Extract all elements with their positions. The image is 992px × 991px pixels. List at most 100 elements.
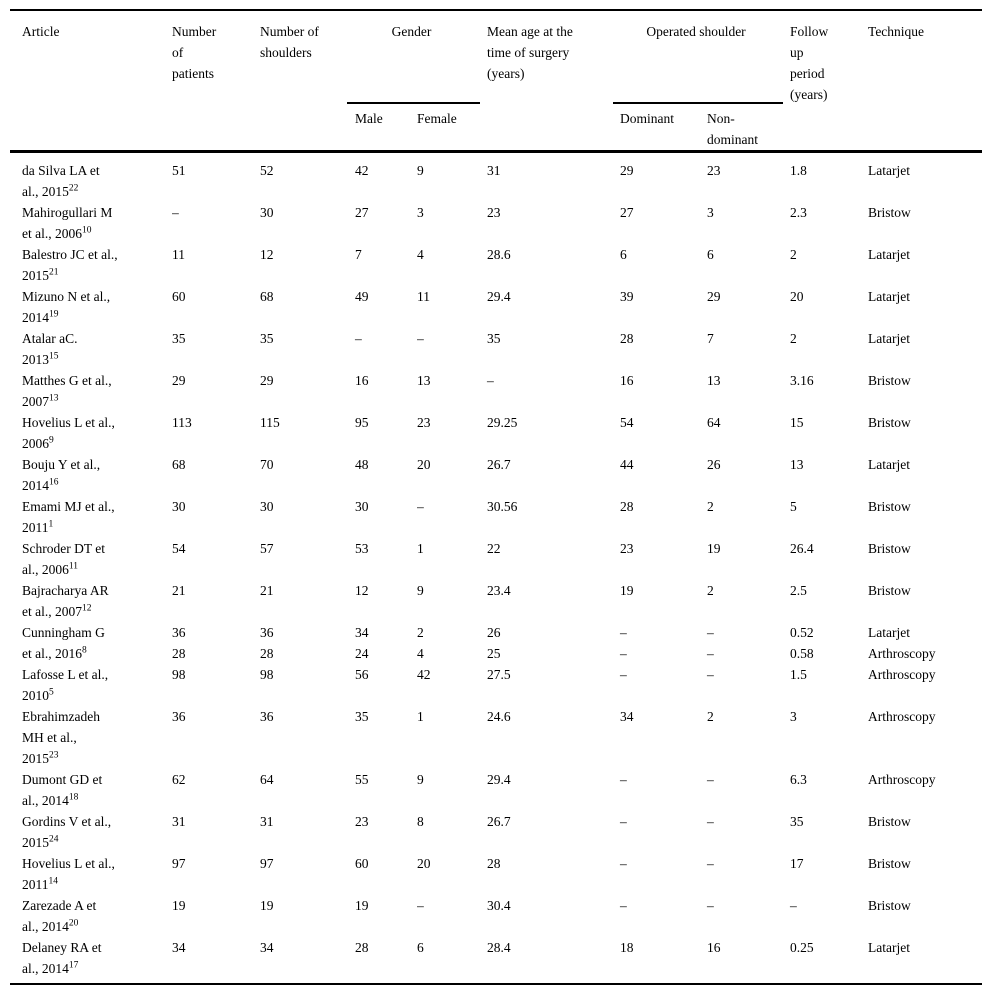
cell-male: 23 xyxy=(355,814,369,829)
cell-non-dominant: – xyxy=(707,856,714,871)
reference-superscript: 23 xyxy=(49,750,59,761)
cell-dominant: – xyxy=(620,856,627,871)
cell-female: – xyxy=(417,499,424,514)
article-text: Bouju Y et al., 2014 xyxy=(22,457,101,493)
cell-dominant: 19 xyxy=(620,583,634,598)
cell-patients: 35 xyxy=(172,331,186,346)
cell-follow-up: 6.3 xyxy=(790,772,807,787)
cell-shoulders: 97 xyxy=(260,856,274,871)
cell-shoulders: 115 xyxy=(260,415,280,430)
article-text: Ebrahimzadeh MH et al., 2015 xyxy=(22,709,100,766)
cell-article: Hovelius L et al., 20069 xyxy=(10,412,172,454)
cell-male: 49 xyxy=(355,289,369,304)
article-text: Balestro JC et al., 2015 xyxy=(22,247,118,283)
cell-mean-age: 29.4 xyxy=(487,289,511,304)
reference-superscript: 16 xyxy=(49,477,59,488)
cell-patients: 68 xyxy=(172,457,186,472)
cell-mean-age: 29.25 xyxy=(487,415,518,430)
cell-mean-age: 26 25 xyxy=(487,625,501,661)
cell-non-dominant: – – xyxy=(707,625,714,661)
cell-female: – xyxy=(417,898,424,913)
reference-superscript: 12 xyxy=(82,603,92,614)
col-header-mean-age: Mean age at the time of surgery (years) xyxy=(480,10,614,153)
cell-technique: Bristow xyxy=(868,415,911,430)
cell-dominant: 34 xyxy=(620,709,634,724)
cell-shoulders: 21 xyxy=(260,583,274,598)
cell-mean-age: 28 xyxy=(487,856,501,871)
table-row: Gordins V et al., 201524 31 31 23 8 26.7– –35 B… xyxy=(10,811,982,853)
cell-technique: Bristow xyxy=(868,373,911,388)
cell-non-dominant: 26 xyxy=(707,457,721,472)
cell-shoulders: 36 xyxy=(260,709,274,724)
header-row-top: Article Number of patients Number of sho… xyxy=(10,10,983,153)
cell-follow-up: 0.52 0.58 xyxy=(790,625,814,661)
table-row: Emami MJ et al., 20111 30 30 30–30.56 28 2 5 Br… xyxy=(10,496,982,538)
cell-article: Lafosse L et al., 20105 xyxy=(10,664,172,706)
cell-article: Mizuno N et al., 201419 xyxy=(10,286,172,328)
cell-mean-age: 28.4 xyxy=(487,940,511,955)
reference-superscript: 22 xyxy=(68,183,79,194)
table-row: Zarezade A et al., 201420 19 19 19–30.4– – – B… xyxy=(10,895,982,937)
cell-patients: 21 xyxy=(172,583,186,598)
cell-dominant: 18 xyxy=(620,940,634,955)
reference-superscript: 24 xyxy=(49,834,59,845)
cell-mean-age: – xyxy=(487,373,494,388)
cell-technique: Bristow xyxy=(868,898,911,913)
cell-mean-age: 35 xyxy=(487,331,501,346)
cell-follow-up: 2 xyxy=(790,331,797,346)
cell-male: 19 xyxy=(355,898,369,913)
article-text: Bajracharya AR et al., 2007 xyxy=(22,583,109,619)
cell-non-dominant: 2 xyxy=(707,583,714,598)
cell-follow-up: 3 xyxy=(790,709,797,724)
cell-shoulders: 64 xyxy=(260,772,274,787)
reference-superscript: 14 xyxy=(48,876,59,887)
cell-male: 95 xyxy=(355,415,369,430)
cell-patients: 98 xyxy=(172,667,186,682)
cell-non-dominant: 13 xyxy=(707,373,721,388)
cell-female: 11 xyxy=(417,289,430,304)
cell-patients: 54 xyxy=(172,541,186,556)
cell-female: 9 xyxy=(417,772,424,787)
cell-non-dominant: – xyxy=(707,772,714,787)
cell-technique: Arthroscopy xyxy=(868,709,936,724)
cell-follow-up: 1.8 xyxy=(790,163,807,178)
table-row: Matthes G et al., 200713 29 29 16 13–16 13 3.1… xyxy=(10,370,982,412)
cell-shoulders: 30 xyxy=(260,499,274,514)
reference-superscript: 17 xyxy=(68,960,79,971)
cell-non-dominant: 2 xyxy=(707,709,714,724)
table-row: Bouju Y et al., 201416 68 70 48 20 26.7 44 26 13… xyxy=(10,454,982,496)
cell-dominant: – – xyxy=(620,625,627,661)
col-group-header-gender: Gender xyxy=(347,10,481,104)
cell-non-dominant: – xyxy=(707,667,714,682)
cell-technique: Latarjet xyxy=(868,331,910,346)
cell-non-dominant: 7 xyxy=(707,331,714,346)
cell-female: 6 xyxy=(417,940,424,955)
cell-technique: Arthroscopy xyxy=(868,667,936,682)
cell-shoulders: 31 xyxy=(260,814,274,829)
table-row: Balestro JC et al., 201521 11 12 7 4 28.6 6 6 2 L… xyxy=(10,244,982,286)
cell-mean-age: 28.6 xyxy=(487,247,511,262)
col-header-dominant: Dominant xyxy=(613,103,701,153)
cell-mean-age: 23 xyxy=(487,205,501,220)
cell-dominant: 28 xyxy=(620,499,634,514)
article-text: da Silva LA et al., 2015 xyxy=(22,163,100,199)
cell-patients: 51 xyxy=(172,163,186,178)
cell-shoulders: 34 xyxy=(260,940,274,955)
reference-superscript: 11 xyxy=(68,561,79,572)
cell-female: 23 xyxy=(417,415,431,430)
cell-male: 28 xyxy=(355,940,369,955)
table-row: Mizuno N et al., 201419 60 68 49 11 29.4 39 29 2… xyxy=(10,286,982,328)
cell-mean-age: 26.7 xyxy=(487,457,511,472)
col-header-article: Article xyxy=(10,10,172,153)
table-row: Bajracharya AR et al., 200712 21 21 12 9 23.4… xyxy=(10,580,982,622)
cell-female: 20 xyxy=(417,856,431,871)
cell-follow-up: 26.4 xyxy=(790,541,814,556)
cell-non-dominant: 23 xyxy=(707,163,721,178)
cell-article: Zarezade A et al., 201420 xyxy=(10,895,172,937)
cell-patients: 62 xyxy=(172,772,186,787)
cell-female: 2 4 xyxy=(417,625,424,661)
col-group-header-operated-shoulder: Operated shoulder xyxy=(613,10,784,104)
cell-dominant: 28 xyxy=(620,331,634,346)
cell-patients: – xyxy=(172,205,179,220)
cell-mean-age: 23.4 xyxy=(487,583,511,598)
